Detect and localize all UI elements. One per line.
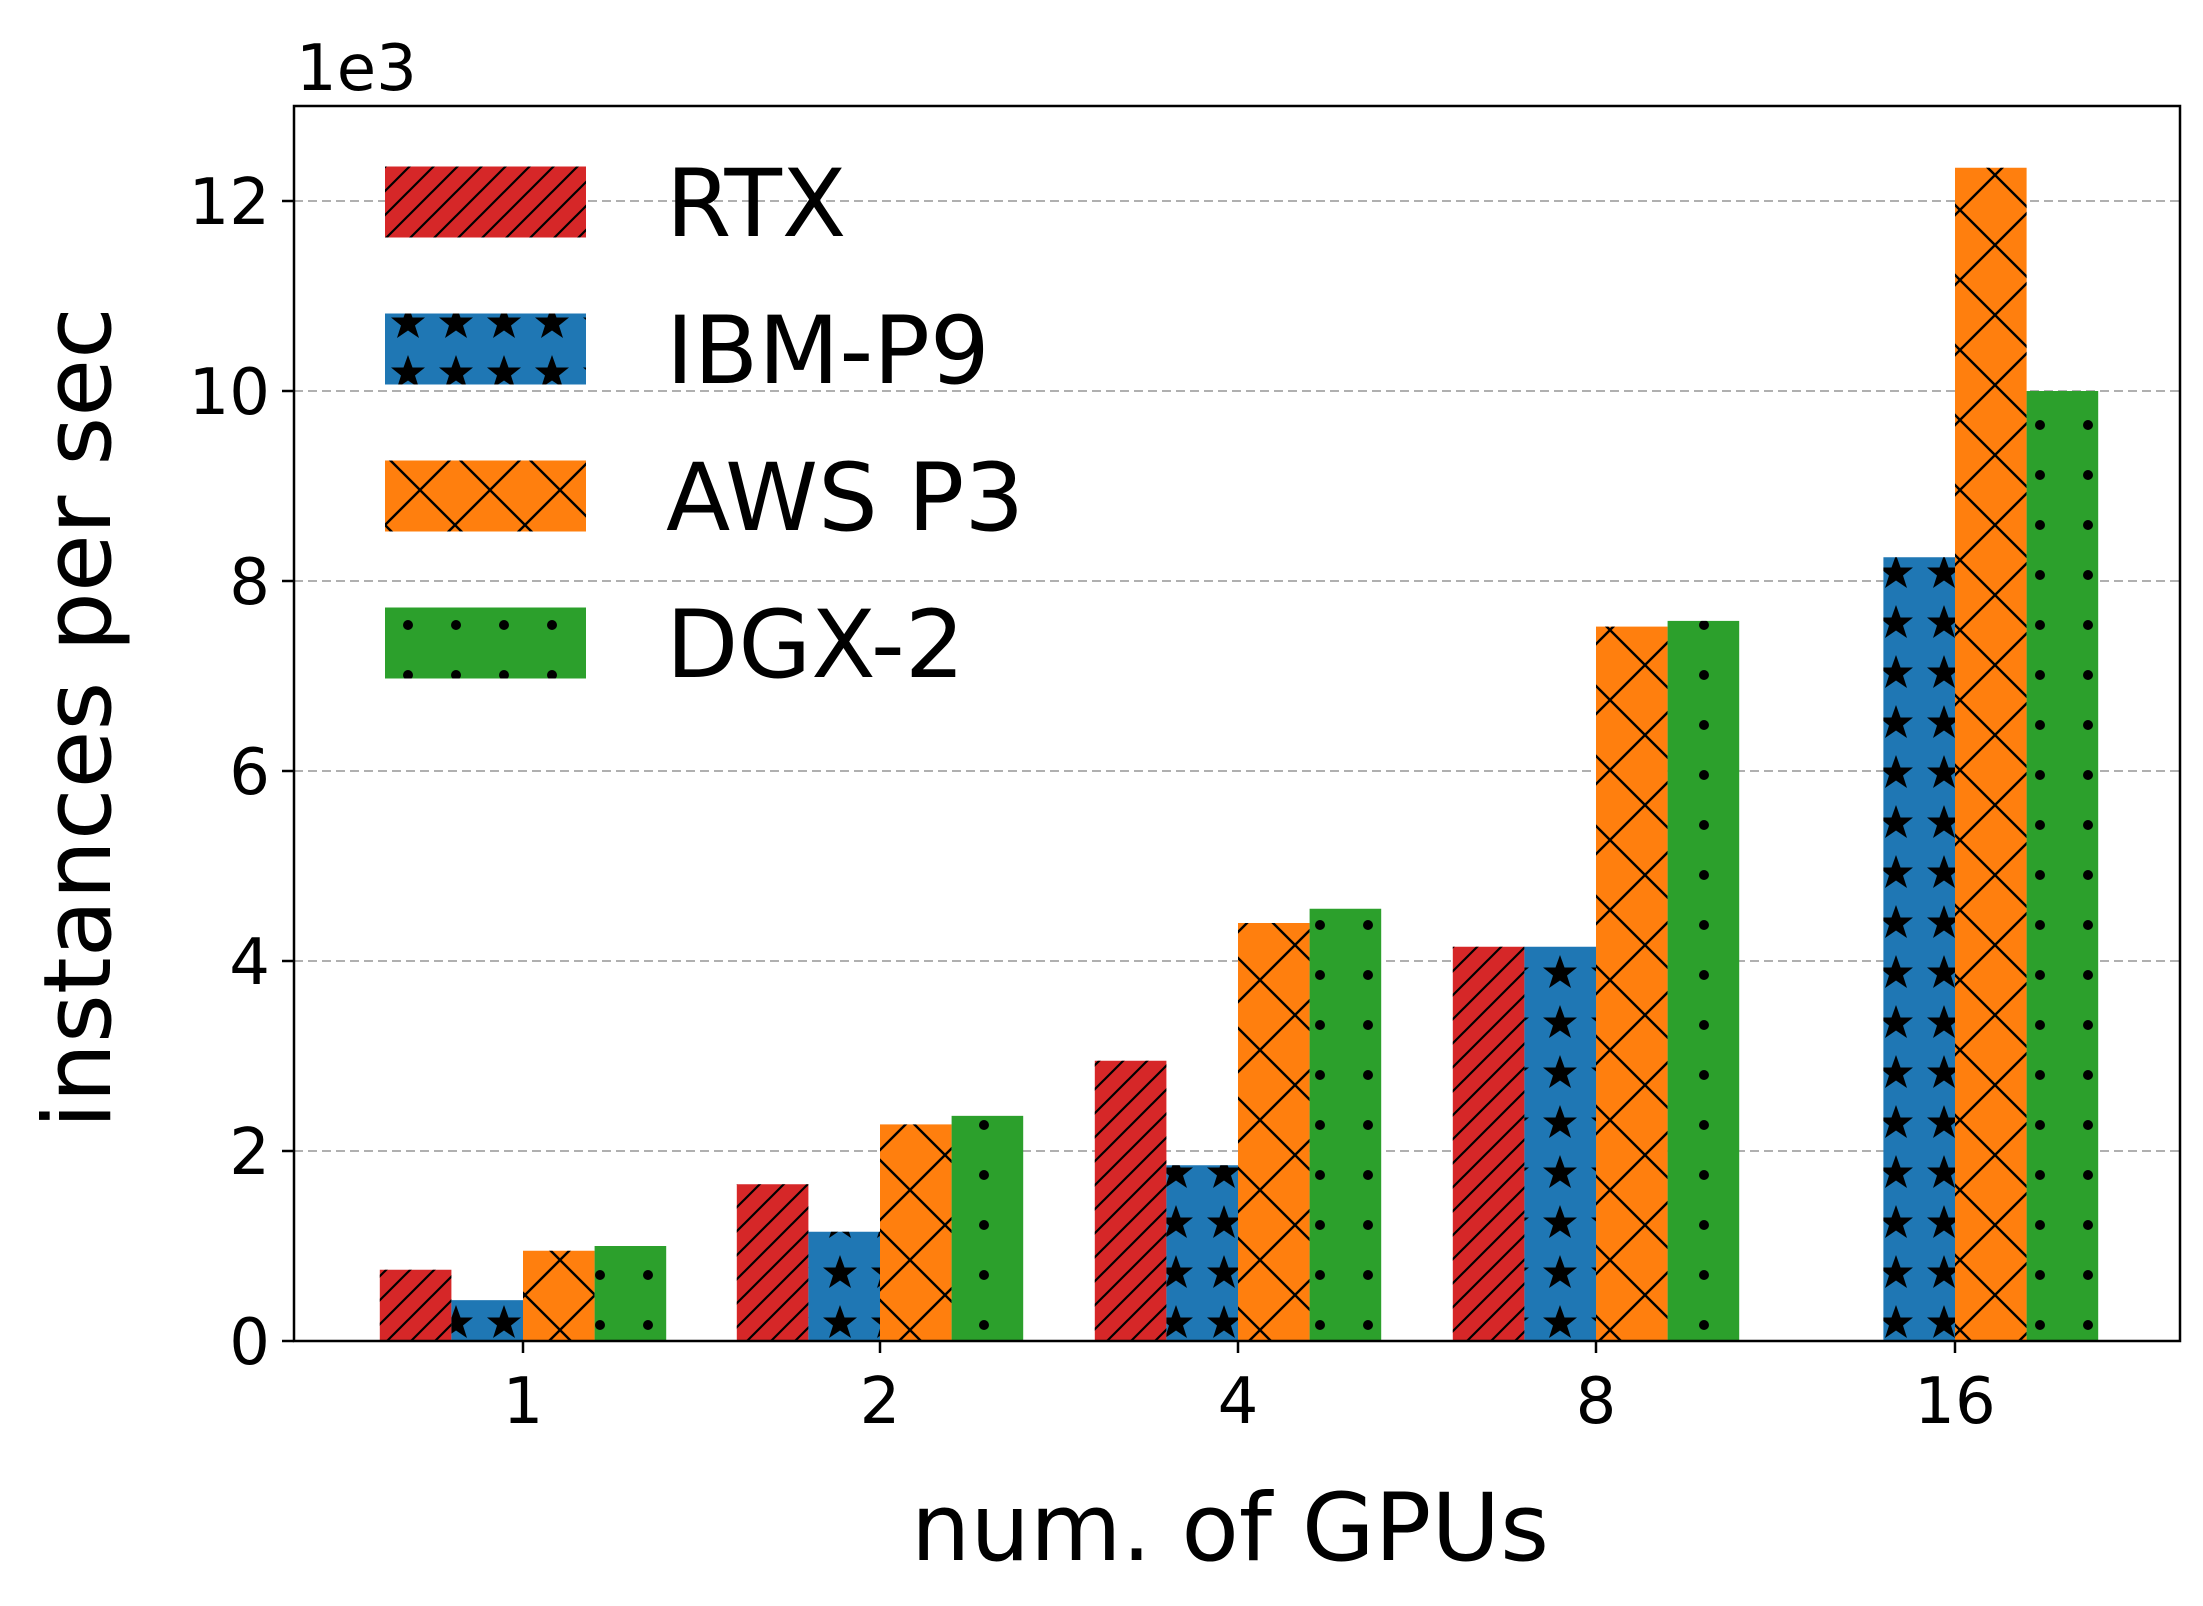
y-tick-label: 10	[189, 356, 270, 430]
bar-ibm-p9-8	[1524, 946, 1596, 1341]
bar-aws-p3-4	[1238, 923, 1310, 1341]
x-tick-label: 16	[1914, 1365, 1995, 1439]
y-tick-label: 12	[189, 166, 270, 240]
grid-lines	[294, 200, 2180, 1152]
bar-aws-p3-2	[880, 1124, 952, 1341]
bar-rtx-8	[1452, 946, 1525, 1341]
legend-label: IBM-P9	[666, 297, 990, 406]
x-tick-label: 2	[860, 1365, 901, 1439]
legend: RTX IBM-P9 AWS P3 DGX-2	[385, 150, 1024, 700]
bar-dgx-2-16	[2026, 391, 2099, 1341]
legend-item-aws-p3: AWS P3	[385, 444, 1024, 553]
x-tick-label: 8	[1576, 1365, 1617, 1439]
y-tick-label: 2	[229, 1116, 270, 1190]
bar-rtx-1	[379, 1269, 452, 1341]
bar-aws-p3-16	[1955, 167, 2027, 1341]
legend-label: DGX-2	[666, 591, 965, 700]
bar-dgx-2-1	[594, 1246, 667, 1341]
bar-dgx-2-4	[1309, 908, 1382, 1341]
legend-item-dgx-2: DGX-2	[385, 591, 965, 700]
bar-ibm-p9-1	[451, 1300, 523, 1341]
y-tick-label: 0	[229, 1306, 270, 1380]
legend-label: AWS P3	[666, 444, 1024, 553]
y-tick-label: 4	[229, 926, 270, 1000]
bar-rtx-4	[1094, 1060, 1167, 1341]
bar-rtx-2	[736, 1184, 809, 1341]
legend-item-ibm-p9: IBM-P9	[385, 297, 990, 406]
bar-aws-p3-8	[1596, 626, 1668, 1341]
bars	[379, 167, 2099, 1341]
y-tick-label: 6	[229, 736, 270, 810]
legend-label: RTX	[666, 150, 846, 259]
x-tick-label: 1	[503, 1365, 544, 1439]
y-tick-label: 8	[229, 546, 270, 620]
x-axis-title: num. of GPUs	[911, 1474, 1549, 1583]
y-multiplier-label: 1e3	[296, 32, 417, 106]
bar-ibm-p9-2	[808, 1231, 880, 1341]
bar-aws-p3-1	[523, 1250, 595, 1341]
bar-dgx-2-2	[951, 1115, 1024, 1341]
bar-dgx-2-8	[1667, 620, 1740, 1341]
y-axis-title: instances per sec	[24, 307, 133, 1129]
bar-ibm-p9-4	[1166, 1165, 1238, 1341]
bar-ibm-p9-16	[1883, 557, 1955, 1341]
x-tick-label: 4	[1218, 1365, 1259, 1439]
legend-item-rtx: RTX	[385, 150, 846, 259]
